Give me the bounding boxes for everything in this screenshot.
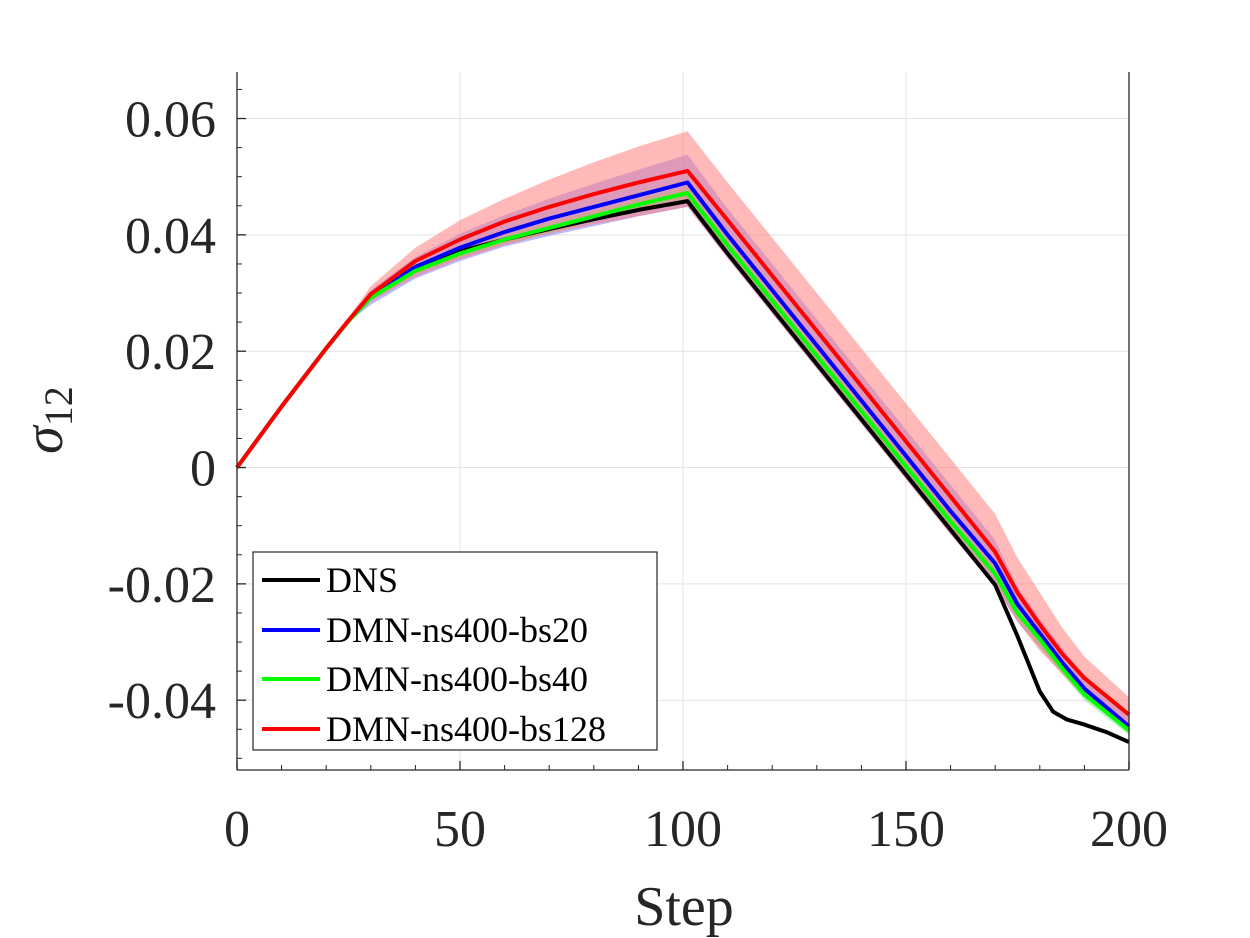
- y-tick-label-1: 0.04: [125, 208, 216, 265]
- legend-label-bs20: DMN-ns400-bs20: [326, 610, 588, 650]
- tick-labels: 0 50 100 150 200 0.06 0.04 0.02 0 -0.02 -0.04: [108, 92, 1168, 858]
- x-tick-label-0: 0: [224, 801, 250, 858]
- y-tick-label-2: 0.02: [125, 324, 216, 381]
- legend-box: [252, 551, 658, 751]
- series-line-DMN-ns400-bs128: [235, 168, 1131, 717]
- x-tick-label-1: 50: [434, 801, 486, 858]
- y-tick-label-5: -0.04: [108, 673, 216, 730]
- axes: [236, 72, 1130, 771]
- series-lines: [235, 168, 1131, 744]
- y-axis-title: σ12: [13, 386, 81, 454]
- y-axis-title-subscript: 12: [36, 386, 81, 426]
- legend: DNS DMN-ns400-bs20 DMN-ns400-bs40 DMN-ns…: [252, 551, 658, 751]
- legend-label-bs128: DMN-ns400-bs128: [326, 709, 606, 749]
- legend-label-dns: DNS: [326, 560, 398, 600]
- x-tick-label-3: 150: [867, 801, 945, 858]
- y-tick-label-4: -0.02: [108, 557, 216, 614]
- x-axis-title: Step: [634, 876, 734, 938]
- x-tick-label-4: 200: [1090, 801, 1168, 858]
- y-tick-label-0: 0.06: [125, 92, 216, 149]
- y-tick-label-3: 0: [190, 441, 216, 498]
- x-tick-label-2: 100: [644, 801, 722, 858]
- y-axis-title-symbol: σ: [13, 424, 75, 454]
- svg-text:σ12: σ12: [13, 386, 81, 454]
- legend-label-bs40: DMN-ns400-bs40: [326, 659, 588, 699]
